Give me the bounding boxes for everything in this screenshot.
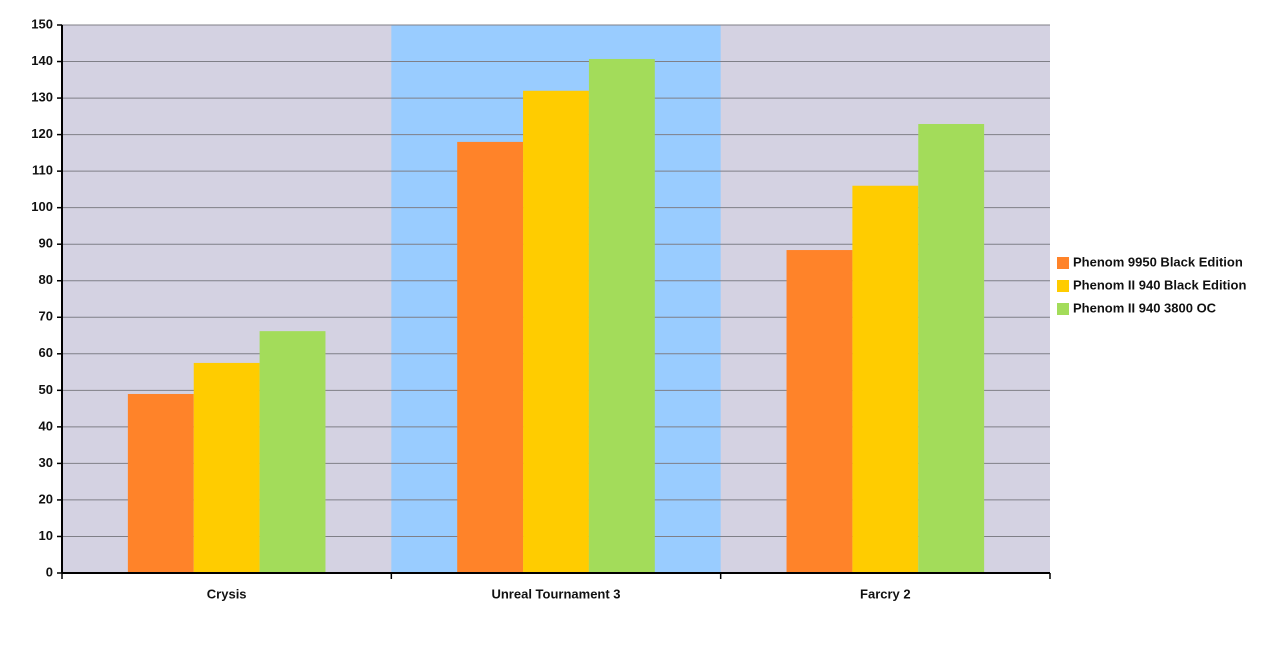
y-tick-label: 0: [46, 564, 53, 579]
x-tick-label: Farcry 2: [860, 586, 911, 601]
y-tick-label: 120: [31, 126, 53, 141]
x-tick-label: Crysis: [207, 586, 247, 601]
bar: [523, 90, 589, 573]
y-tick-label: 60: [39, 345, 53, 360]
bar: [259, 331, 326, 573]
y-tick-label: 30: [39, 455, 53, 470]
bar: [127, 393, 194, 573]
bar: [457, 141, 524, 573]
x-tick-label: Unreal Tournament 3: [491, 586, 620, 601]
bar: [588, 58, 655, 573]
y-tick-label: 140: [31, 53, 53, 68]
legend-swatch: [1057, 257, 1069, 269]
y-tick-label: 80: [39, 272, 53, 287]
y-tick-label: 150: [31, 16, 53, 31]
legend-swatch: [1057, 280, 1069, 292]
bar: [193, 362, 260, 573]
y-tick-label: 110: [32, 163, 53, 178]
legend-label: Phenom II 940 3800 OC: [1073, 300, 1217, 315]
legend-label: Phenom 9950 Black Edition: [1073, 254, 1243, 269]
bar: [918, 124, 985, 573]
y-tick-label: 20: [39, 491, 53, 506]
bar: [786, 250, 853, 573]
y-tick-label: 70: [39, 309, 53, 324]
y-tick-label: 10: [39, 528, 53, 543]
y-tick-label: 40: [39, 418, 53, 433]
y-tick-label: 90: [39, 236, 53, 251]
y-tick-label: 130: [31, 90, 53, 105]
legend-swatch: [1057, 303, 1069, 315]
bar: [852, 185, 919, 573]
y-tick-label: 100: [31, 199, 53, 214]
y-tick-label: 50: [39, 382, 53, 397]
legend-label: Phenom II 940 Black Edition: [1073, 277, 1246, 292]
